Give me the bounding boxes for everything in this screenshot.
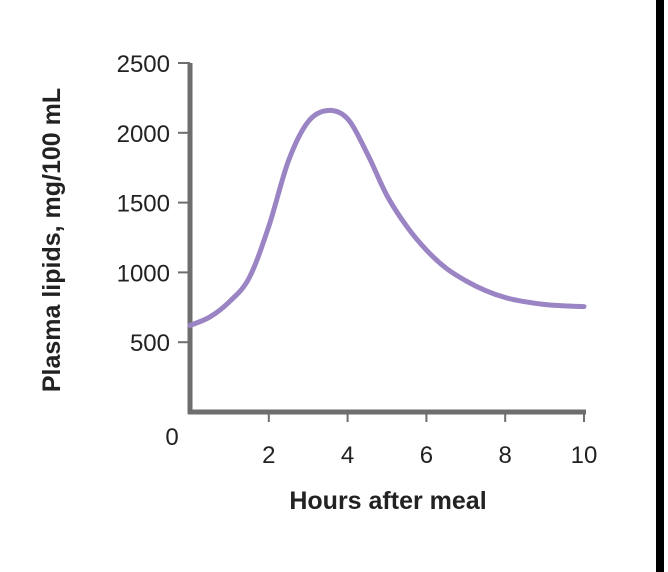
x-axis-title: Hours after meal xyxy=(289,487,486,515)
y-tick-label-500: 500 xyxy=(130,330,170,357)
origin-label: 0 xyxy=(165,424,178,451)
frame-border xyxy=(656,0,664,572)
y-axis-title: Plasma lipids, mg/100 mL xyxy=(38,88,66,392)
x-tick-label-4: 4 xyxy=(341,442,354,469)
axes xyxy=(187,63,586,415)
y-tick-label-1000: 1000 xyxy=(117,260,170,287)
x-tick-label-10: 10 xyxy=(571,442,598,469)
y-tick-label-2500: 2500 xyxy=(117,51,170,78)
y-tick-label-1500: 1500 xyxy=(117,191,170,218)
series-layer xyxy=(187,107,587,328)
tick-marks xyxy=(178,62,585,422)
x-tick-label-8: 8 xyxy=(499,442,512,469)
y-tick-label-2000: 2000 xyxy=(117,121,170,148)
tick-labels: 500 1000 1500 2000 2500 2 4 6 8 10 0 xyxy=(117,51,598,469)
x-tick-label-6: 6 xyxy=(420,442,433,469)
x-tick-label-2: 2 xyxy=(262,442,275,469)
series-line-0 xyxy=(187,107,587,328)
